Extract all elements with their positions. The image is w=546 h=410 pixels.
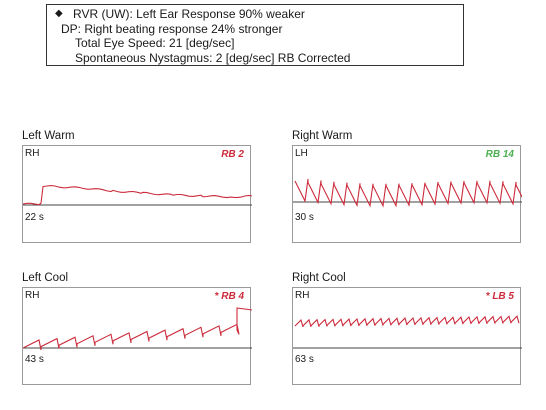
rvr-text: RVR (UW): Left Ear Response 90% weaker <box>73 7 305 21</box>
panel-title: Right Cool <box>292 272 346 284</box>
total-eye-speed-text: Total Eye Speed: 21 [deg/sec] <box>75 36 235 50</box>
duration-label: 22 s <box>25 212 44 223</box>
response-label: * RB 4 <box>214 291 244 302</box>
trace-line <box>23 185 252 206</box>
duration-label: 43 s <box>25 354 44 365</box>
duration-label: 63 s <box>295 354 314 365</box>
rvr-line: ◆ RVR (UW): Left Ear Response 90% weaker <box>55 7 463 22</box>
panel-title: Left Warm <box>22 130 75 142</box>
response-label: * LB 5 <box>485 291 514 302</box>
response-label: RB 14 <box>485 149 514 160</box>
panel-title: Right Warm <box>292 130 353 142</box>
direction-label: RH <box>295 290 310 301</box>
response-label: RB 2 <box>221 149 244 160</box>
direction-label: RH <box>25 290 40 301</box>
nystagmus-trace <box>293 178 522 208</box>
trace-box: RH RB 2 22 s <box>22 145 252 243</box>
diamond-bullet-icon: ◆ <box>55 8 63 19</box>
trace-line <box>23 307 252 351</box>
trace-box: LH RB 14 30 s <box>292 145 522 243</box>
nystagmus-trace <box>23 185 252 206</box>
spontaneous-nystagmus-text: Spontaneous Nystagmus: 2 [deg/sec] RB Co… <box>75 50 351 65</box>
results-summary-box: ◆ RVR (UW): Left Ear Response 90% weaker… <box>46 4 464 66</box>
trace-line <box>294 178 522 208</box>
nystagmus-trace <box>293 315 522 349</box>
duration-label: 30 s <box>295 212 314 223</box>
panel-title: Left Cool <box>22 272 69 284</box>
direction-label: RH <box>25 148 40 159</box>
direction-label: LH <box>295 148 308 159</box>
trace-box: RH * RB 4 43 s <box>22 287 252 385</box>
dp-text: DP: Right beating response 24% stronger <box>61 21 283 36</box>
trace-box: RH * LB 5 63 s <box>292 287 522 385</box>
nystagmus-trace <box>23 307 252 351</box>
trace-line <box>294 315 520 328</box>
